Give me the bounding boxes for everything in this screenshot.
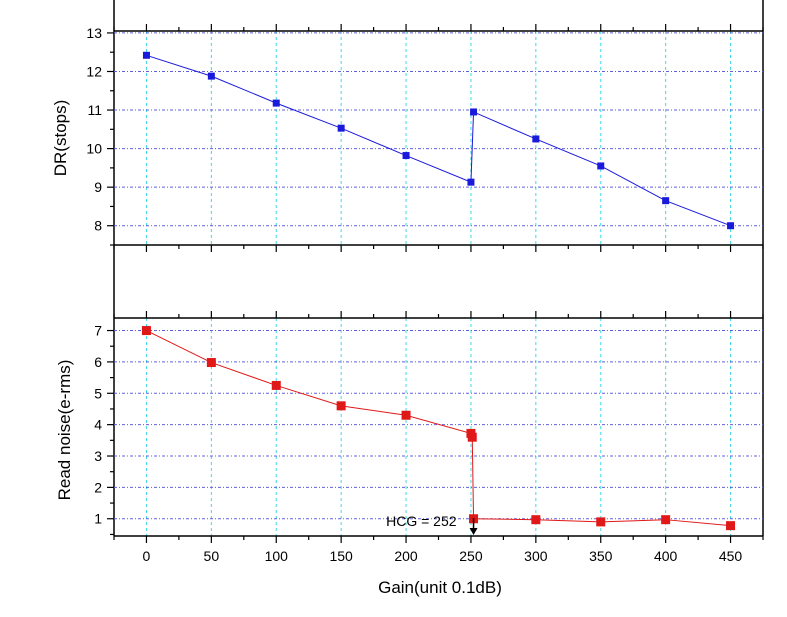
bottom-data-point bbox=[336, 401, 346, 411]
top-panel: 8 9 10 11 12 13 bbox=[86, 0, 764, 252]
x-tick-label: 350 bbox=[589, 548, 613, 564]
x-tick-label: 450 bbox=[719, 548, 743, 564]
x-tick-label: 300 bbox=[524, 548, 548, 564]
bottom-y-tick-label: 4 bbox=[94, 417, 102, 433]
top-y-tick-label: 11 bbox=[87, 102, 102, 118]
bottom-series-line bbox=[146, 330, 731, 527]
hcg-annotation-label: HCG = 252 bbox=[386, 513, 457, 529]
top-data-point bbox=[470, 108, 478, 116]
bottom-data-point bbox=[726, 521, 736, 531]
top-data-point bbox=[142, 51, 150, 59]
x-tick-label: 100 bbox=[265, 548, 289, 564]
bottom-y-tick-label: 1 bbox=[94, 511, 102, 527]
top-y-tick-label: 10 bbox=[86, 141, 102, 157]
top-y-tick-label: 13 bbox=[86, 25, 102, 41]
bottom-y-tick-label: 2 bbox=[94, 479, 102, 495]
bottom-data-point bbox=[271, 380, 281, 390]
bottom-data-point bbox=[661, 515, 671, 525]
top-y-tick-label: 12 bbox=[86, 63, 102, 79]
bottom-data-point bbox=[531, 515, 541, 525]
bottom-data-point bbox=[141, 326, 151, 336]
top-series-line bbox=[146, 54, 731, 227]
x-axis-title: Gain(unit 0.1dB) bbox=[378, 578, 502, 597]
top-data-point bbox=[662, 197, 670, 205]
bottom-data-point bbox=[596, 517, 606, 527]
bottom-panel: 0 50 100 150 200 250 300 350 400 450 1 2 3 4 5 6 7 HCG = … bbox=[94, 245, 764, 564]
bottom-y-tick-label: 7 bbox=[94, 323, 102, 339]
bottom-data-point bbox=[206, 358, 216, 368]
x-tick-label: 150 bbox=[329, 548, 353, 564]
x-tick-label: 50 bbox=[204, 548, 220, 564]
bottom-data-point bbox=[401, 410, 411, 420]
bottom-y-tick-label: 5 bbox=[94, 385, 102, 401]
bottom-y-tick-label: 3 bbox=[94, 448, 102, 464]
hcg-arrow-head bbox=[469, 528, 478, 535]
bottom-y-tick-label: 6 bbox=[94, 354, 102, 370]
top-data-point bbox=[597, 162, 605, 170]
top-y-tick-label: 8 bbox=[94, 218, 102, 234]
x-tick-label: 0 bbox=[143, 548, 151, 564]
top-data-point bbox=[337, 124, 345, 132]
top-data-point bbox=[727, 222, 735, 230]
bottom-ylabel: Read noise(e-rms) bbox=[55, 360, 74, 501]
top-ylabel: DR(stops) bbox=[51, 100, 70, 177]
x-tick-label: 400 bbox=[654, 548, 678, 564]
x-tick-label: 200 bbox=[394, 548, 418, 564]
top-data-point bbox=[402, 152, 410, 160]
top-data-point bbox=[467, 178, 475, 186]
top-data-point bbox=[532, 135, 540, 143]
top-data-point bbox=[207, 72, 215, 80]
x-tick-label: 250 bbox=[459, 548, 483, 564]
top-y-tick-label: 9 bbox=[94, 179, 102, 195]
top-data-point bbox=[272, 99, 280, 107]
bottom-data-point bbox=[467, 432, 477, 442]
